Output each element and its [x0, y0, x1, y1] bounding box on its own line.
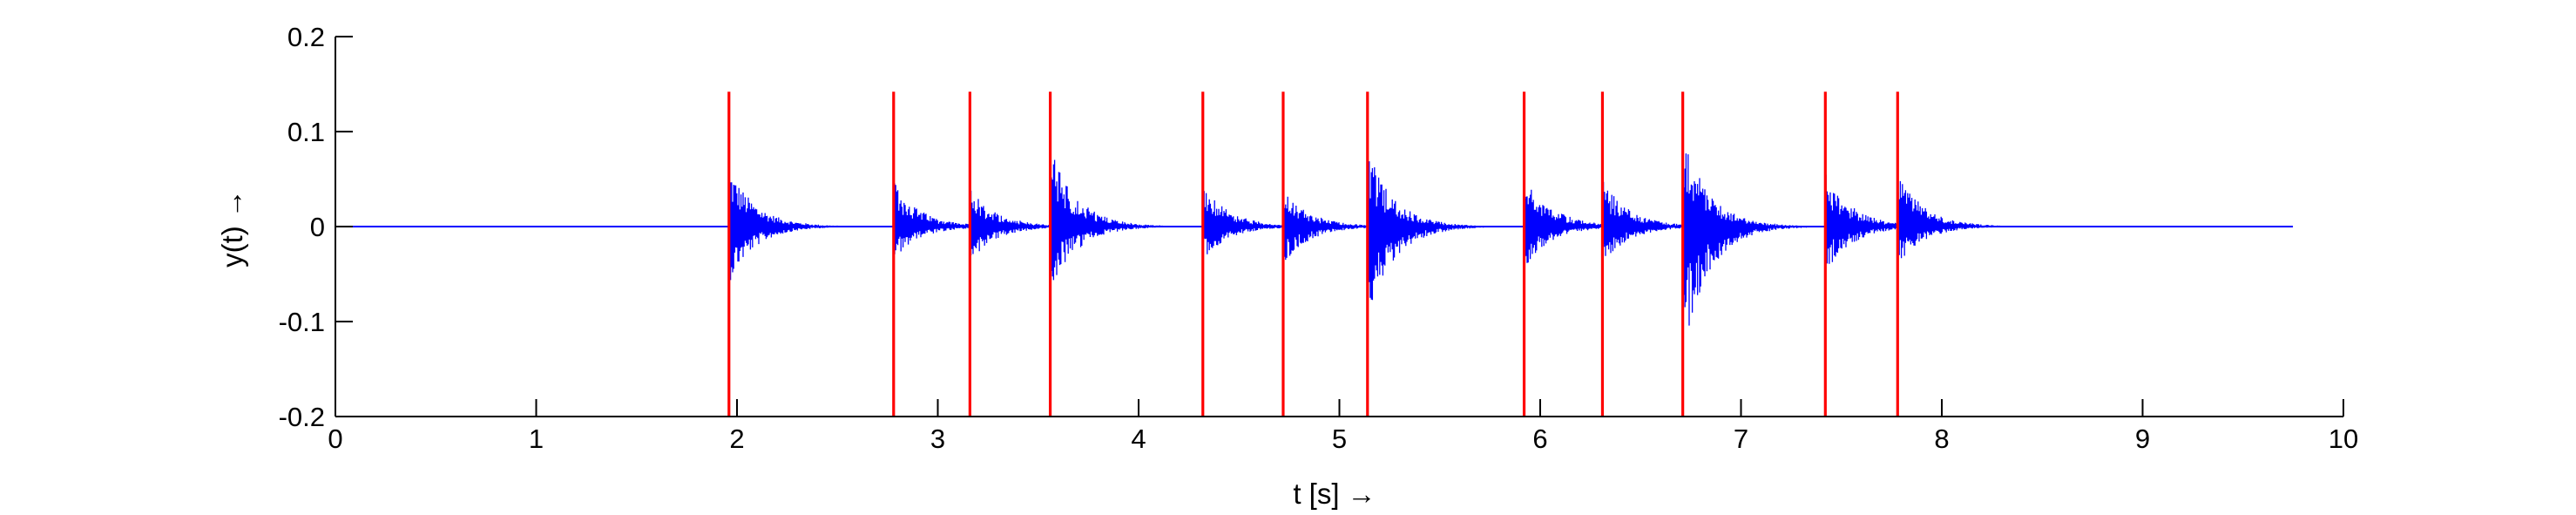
- ticks-layer: 0 1 2 3 4 5 6 7 8 9 10 -0.2 -0.1 0 0.1 0.2: [279, 22, 2359, 454]
- y-tick-label: 0.1: [287, 117, 325, 147]
- y-tick-label: 0.2: [287, 22, 325, 52]
- y-tick-label: 0: [310, 212, 325, 242]
- x-tick-label: 1: [529, 424, 544, 454]
- signal-layer: [335, 149, 2294, 326]
- y-axis-label: y(t) →: [216, 189, 248, 268]
- onset-layer: [727, 91, 1899, 417]
- x-tick-label: 10: [2329, 424, 2358, 454]
- x-tick-label: 3: [930, 424, 945, 454]
- x-tick-label: 8: [1934, 424, 1949, 454]
- x-tick-label: 6: [1532, 424, 1547, 454]
- x-tick-label: 2: [729, 424, 744, 454]
- x-axis-label: t [s] →: [1293, 478, 1376, 510]
- x-tick-label: 0: [328, 424, 342, 454]
- y-tick-label: -0.1: [279, 307, 325, 337]
- x-tick-label: 4: [1131, 424, 1146, 454]
- signal-line: [335, 149, 2294, 326]
- x-tick-label: 7: [1734, 424, 1748, 454]
- y-tick-label: -0.2: [279, 402, 325, 432]
- x-tick-label: 5: [1332, 424, 1347, 454]
- x-tick-label: 9: [2135, 424, 2150, 454]
